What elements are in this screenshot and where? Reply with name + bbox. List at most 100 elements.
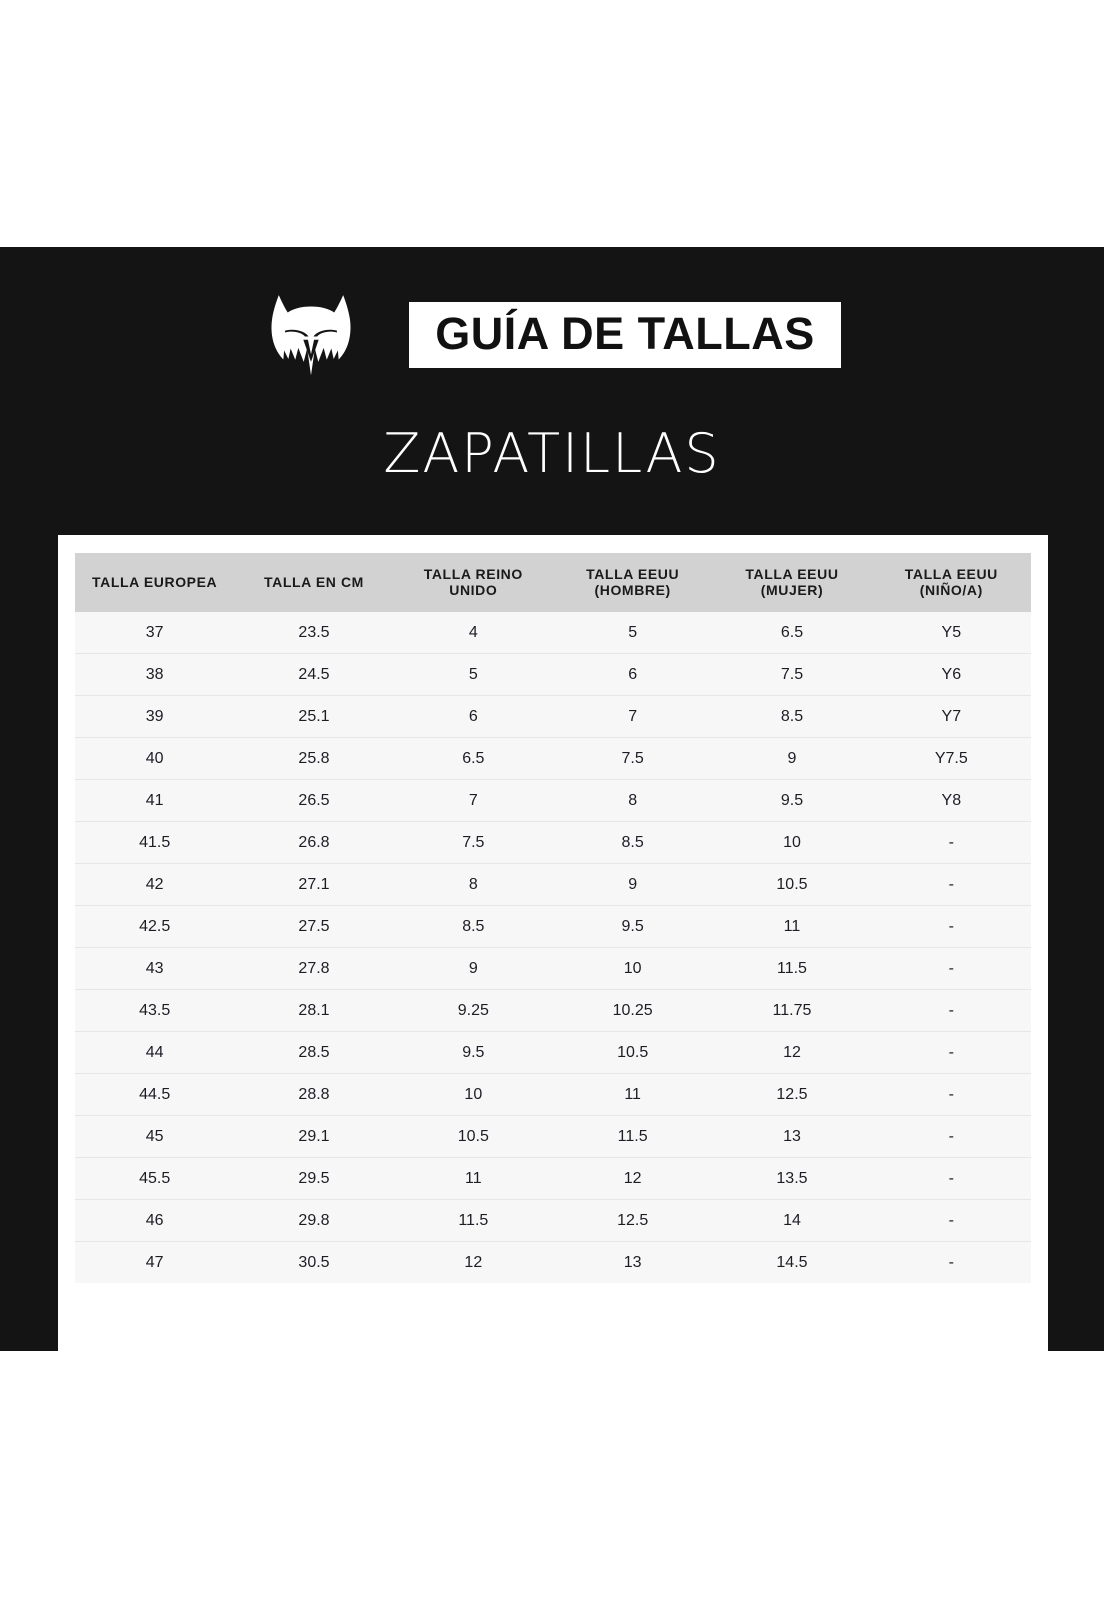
table-cell: 23.5: [234, 612, 394, 654]
table-cell: 11.75: [712, 989, 872, 1032]
table-cell: 11: [393, 1157, 553, 1200]
table-cell: 10: [712, 821, 872, 864]
table-cell: 29.5: [234, 1157, 394, 1200]
table-cell: Y7: [871, 695, 1031, 738]
table-cell: 5: [552, 612, 713, 654]
table-row: 45.5 29.5 11 12 13.5-: [75, 1157, 1031, 1200]
table-cell: 27.5: [234, 905, 394, 948]
table-cell: 8: [552, 779, 713, 822]
table-cell: -: [871, 989, 1031, 1032]
table-cell: 7: [393, 779, 553, 822]
table-cell: 42.5: [75, 905, 235, 948]
column-header-talla-europea: TALLA EUROPEA: [75, 553, 235, 612]
table-cell: 9: [393, 947, 553, 990]
table-cell: 43.5: [75, 989, 235, 1032]
table-cell: 29.8: [234, 1199, 394, 1242]
table-cell: 14.5: [712, 1241, 872, 1283]
table-cell: 27.1: [234, 863, 394, 906]
table-cell: 45.5: [75, 1157, 235, 1200]
table-row: 39 25.1 6 7 8.5 Y7: [75, 695, 1031, 738]
table-row: 44.5 28.8 10 11 12.5-: [75, 1073, 1031, 1116]
table-row: 41.5 26.8 7.5 8.5 10-: [75, 821, 1031, 864]
table-row: 47 30.5 12 13 14.5-: [75, 1241, 1031, 1283]
table-cell: Y7.5: [871, 737, 1031, 780]
table-cell: 25.1: [234, 695, 394, 738]
table-cell: 38: [75, 653, 235, 696]
table-cell: 45: [75, 1115, 235, 1158]
table-row: 41 26.5 7 8 9.5 Y8: [75, 779, 1031, 822]
table-cell: 8: [393, 863, 553, 906]
table-cell: 11: [552, 1073, 713, 1116]
table-cell: 44.5: [75, 1073, 235, 1116]
table-cell: 25.8: [234, 737, 394, 780]
table-header-row: TALLA EUROPEA TALLA EN CM TALLA REINO UN…: [75, 553, 1031, 612]
table-cell: 9: [552, 863, 713, 906]
table-cell: 8.5: [393, 905, 553, 948]
table-row: 42.5 27.5 8.5 9.5 11-: [75, 905, 1031, 948]
table-cell: -: [871, 1241, 1031, 1283]
table-cell: 29.1: [234, 1115, 394, 1158]
table-cell: 28.8: [234, 1073, 394, 1116]
table-row: 43.5 28.1 9.25 10.25 11.75-: [75, 989, 1031, 1032]
table-row: 42 27.1 8 9 10.5-: [75, 863, 1031, 906]
table-cell: 8.5: [712, 695, 872, 738]
table-cell: 41: [75, 779, 235, 822]
column-header-talla-eeuu-hombre: TALLA EEUU (HOMBRE): [552, 553, 713, 612]
table-cell: 6.5: [393, 737, 553, 780]
table-cell: 42: [75, 863, 235, 906]
brand-header: GUÍA DE TALLAS: [0, 285, 1104, 385]
table-cell: 12.5: [712, 1073, 872, 1116]
size-table-head: TALLA EUROPEA TALLA EN CM TALLA REINO UN…: [75, 553, 1031, 612]
table-cell: 10: [393, 1073, 553, 1116]
table-cell: 11.5: [393, 1199, 553, 1242]
table-cell: 4: [393, 612, 553, 654]
table-cell: 26.5: [234, 779, 394, 822]
table-cell: 12: [712, 1031, 872, 1074]
table-cell: 11: [712, 905, 872, 948]
table-cell: 7: [552, 695, 713, 738]
page-subtitle: ZAPATILLAS: [383, 422, 721, 485]
table-cell: 24.5: [234, 653, 394, 696]
table-cell: 9: [712, 737, 872, 780]
table-cell: 28.5: [234, 1031, 394, 1074]
table-cell: 28.1: [234, 989, 394, 1032]
size-guide-poster: GUÍA DE TALLAS ZAPATILLAS TALLA EUROPEA …: [0, 247, 1104, 1547]
table-cell: 12: [552, 1157, 713, 1200]
table-cell: 10.5: [552, 1031, 713, 1074]
table-cell: 6: [552, 653, 713, 696]
table-cell: 13: [712, 1115, 872, 1158]
table-row: 38 24.5 5 6 7.5 Y6: [75, 653, 1031, 696]
column-header-talla-en-cm: TALLA EN CM: [234, 553, 394, 612]
table-cell: 9.5: [552, 905, 713, 948]
table-cell: 5: [393, 653, 553, 696]
table-cell: -: [871, 905, 1031, 948]
table-cell: 46: [75, 1199, 235, 1242]
table-cell: -: [871, 863, 1031, 906]
table-cell: -: [871, 821, 1031, 864]
title-plate: GUÍA DE TALLAS: [409, 302, 841, 368]
table-row: 43 27.8 9 10 11.5-: [75, 947, 1031, 990]
table-cell: 10: [552, 947, 713, 990]
table-cell: 7.5: [552, 737, 713, 780]
table-row: 44 28.5 9.5 10.5 12-: [75, 1031, 1031, 1074]
table-cell: 14: [712, 1199, 872, 1242]
table-cell: 26.8: [234, 821, 394, 864]
fox-head-icon: [271, 295, 351, 376]
table-row: 46 29.8 11.5 12.5 14-: [75, 1199, 1031, 1242]
table-cell: -: [871, 947, 1031, 990]
column-header-talla-eeuu-mujer: TALLA EEUU (MUJER): [712, 553, 872, 612]
column-header-talla-reino-unido: TALLA REINO UNIDO: [393, 553, 553, 612]
table-cell: 27.8: [234, 947, 394, 990]
table-cell: 37: [75, 612, 235, 654]
table-cell: 13: [552, 1241, 713, 1283]
size-table-card: TALLA EUROPEA TALLA EN CM TALLA REINO UN…: [58, 535, 1048, 1547]
table-cell: -: [871, 1157, 1031, 1200]
table-cell: 13.5: [712, 1157, 872, 1200]
table-cell: 9.25: [393, 989, 553, 1032]
table-cell: 10.25: [552, 989, 713, 1032]
table-row: 45 29.1 10.5 11.5 13-: [75, 1115, 1031, 1158]
page-title: GUÍA DE TALLAS: [435, 308, 815, 359]
column-header-talla-eeuu-ninoa: TALLA EEUU (NIÑO/A): [871, 553, 1031, 612]
table-cell: 11.5: [552, 1115, 713, 1158]
table-cell: 12.5: [552, 1199, 713, 1242]
